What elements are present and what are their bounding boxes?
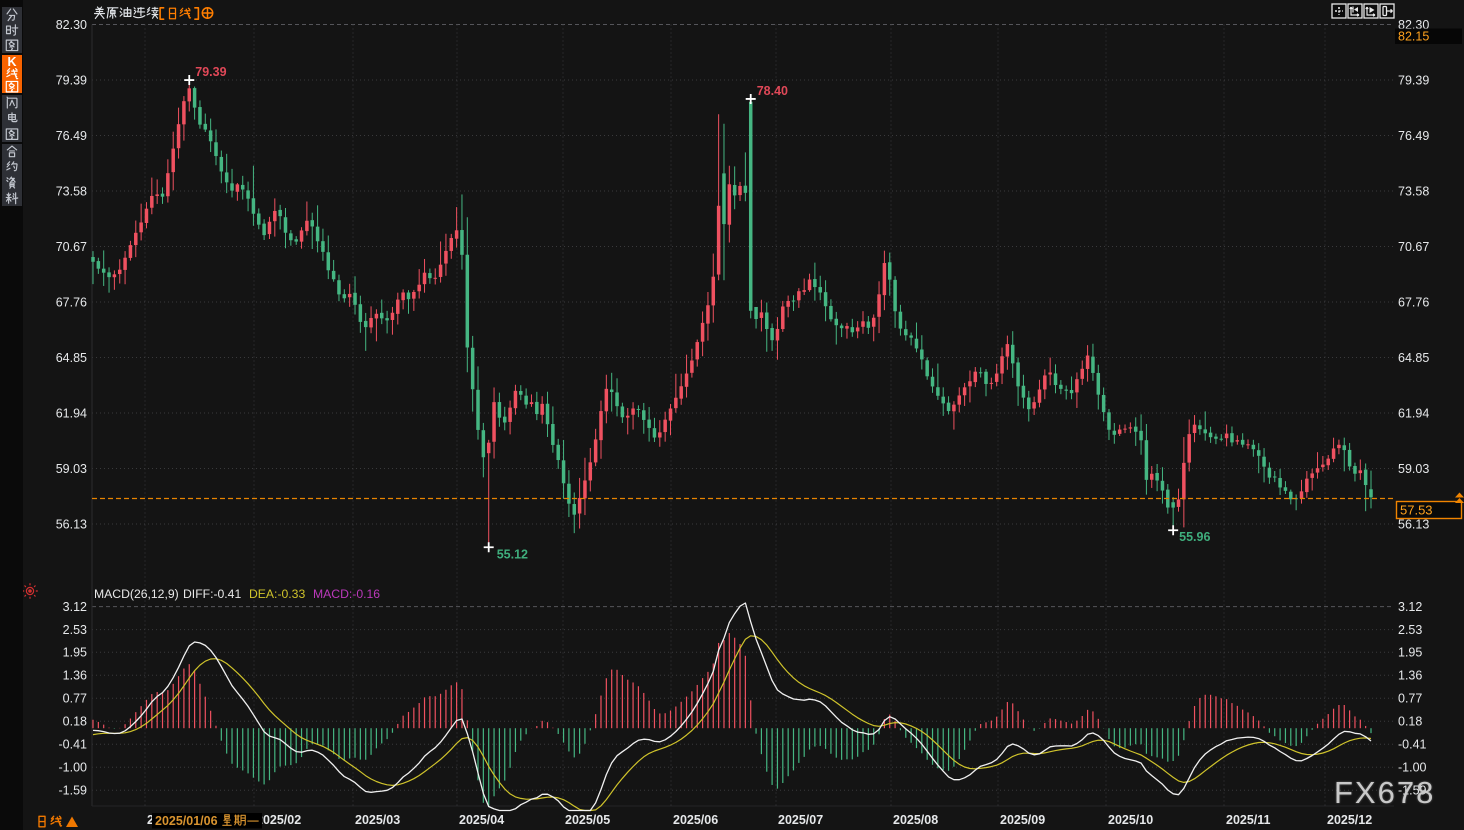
svg-text:76.49: 76.49 bbox=[1398, 129, 1429, 143]
svg-text:79.39: 79.39 bbox=[56, 74, 87, 88]
svg-text:0.18: 0.18 bbox=[63, 715, 87, 729]
svg-text:64.85: 64.85 bbox=[1398, 351, 1429, 365]
svg-text:2025/08: 2025/08 bbox=[893, 813, 938, 827]
svg-text:64.85: 64.85 bbox=[56, 351, 87, 365]
svg-text:1.95: 1.95 bbox=[1398, 646, 1422, 660]
svg-text:79.39: 79.39 bbox=[1398, 74, 1429, 88]
svg-text:73.58: 73.58 bbox=[56, 185, 87, 199]
svg-text:56.13: 56.13 bbox=[56, 518, 87, 532]
svg-text:2025/12: 2025/12 bbox=[1327, 813, 1372, 827]
svg-text:2025/03: 2025/03 bbox=[355, 813, 400, 827]
svg-text:2025/04: 2025/04 bbox=[459, 813, 504, 827]
svg-text:59.03: 59.03 bbox=[1398, 462, 1429, 476]
svg-text:82.30: 82.30 bbox=[56, 18, 87, 32]
svg-text:55.12: 55.12 bbox=[497, 547, 528, 561]
svg-text:56.13: 56.13 bbox=[1398, 518, 1429, 532]
svg-text:DIFF:-0.41: DIFF:-0.41 bbox=[183, 587, 241, 601]
svg-text:-0.41: -0.41 bbox=[59, 738, 88, 752]
svg-text:MACD(26,12,9): MACD(26,12,9) bbox=[94, 587, 179, 601]
svg-text:1.36: 1.36 bbox=[1398, 669, 1422, 683]
svg-text:76.49: 76.49 bbox=[56, 129, 87, 143]
svg-text:2025/10: 2025/10 bbox=[1108, 813, 1153, 827]
svg-text:1.95: 1.95 bbox=[63, 646, 87, 660]
svg-text:70.67: 70.67 bbox=[56, 240, 87, 254]
svg-text:79.39: 79.39 bbox=[195, 65, 226, 79]
svg-text:82.15: 82.15 bbox=[1398, 30, 1429, 44]
svg-text:73.58: 73.58 bbox=[1398, 185, 1429, 199]
svg-text:-0.41: -0.41 bbox=[1398, 738, 1427, 752]
svg-text:-1.59: -1.59 bbox=[1398, 784, 1427, 798]
svg-text:2025/01/06: 2025/01/06 bbox=[155, 814, 218, 828]
svg-text:2025/09: 2025/09 bbox=[1000, 813, 1045, 827]
svg-text:FX678: FX678 bbox=[1334, 775, 1435, 810]
svg-text:59.03: 59.03 bbox=[56, 462, 87, 476]
svg-text:55.96: 55.96 bbox=[1179, 530, 1210, 544]
svg-text:DEA:-0.33: DEA:-0.33 bbox=[249, 587, 305, 601]
svg-text:0.77: 0.77 bbox=[63, 692, 87, 706]
svg-text:2025/06: 2025/06 bbox=[673, 813, 718, 827]
svg-text:MACD:-0.16: MACD:-0.16 bbox=[313, 587, 380, 601]
svg-text:0.77: 0.77 bbox=[1398, 692, 1422, 706]
svg-text:3.12: 3.12 bbox=[63, 600, 87, 614]
svg-text:2.53: 2.53 bbox=[63, 623, 87, 637]
svg-text:2025/07: 2025/07 bbox=[778, 813, 823, 827]
svg-text:70.67: 70.67 bbox=[1398, 240, 1429, 254]
svg-text:K: K bbox=[7, 55, 16, 69]
svg-text:-1.59: -1.59 bbox=[59, 784, 88, 798]
svg-text:0.18: 0.18 bbox=[1398, 715, 1422, 729]
svg-text:-1.00: -1.00 bbox=[59, 761, 88, 775]
svg-text:67.76: 67.76 bbox=[56, 296, 87, 310]
svg-text:57.53: 57.53 bbox=[1400, 503, 1433, 518]
svg-text:67.76: 67.76 bbox=[1398, 296, 1429, 310]
svg-text:3.12: 3.12 bbox=[1398, 600, 1422, 614]
svg-text:2.53: 2.53 bbox=[1398, 623, 1422, 637]
svg-text:2025/05: 2025/05 bbox=[565, 813, 610, 827]
svg-text:78.40: 78.40 bbox=[757, 84, 788, 98]
svg-text:1.36: 1.36 bbox=[63, 669, 87, 683]
svg-text:61.94: 61.94 bbox=[56, 407, 87, 421]
svg-text:2025/11: 2025/11 bbox=[1226, 813, 1271, 827]
svg-text:61.94: 61.94 bbox=[1398, 407, 1429, 421]
svg-text:2025/02: 2025/02 bbox=[256, 813, 301, 827]
svg-text:-1.00: -1.00 bbox=[1398, 761, 1427, 775]
